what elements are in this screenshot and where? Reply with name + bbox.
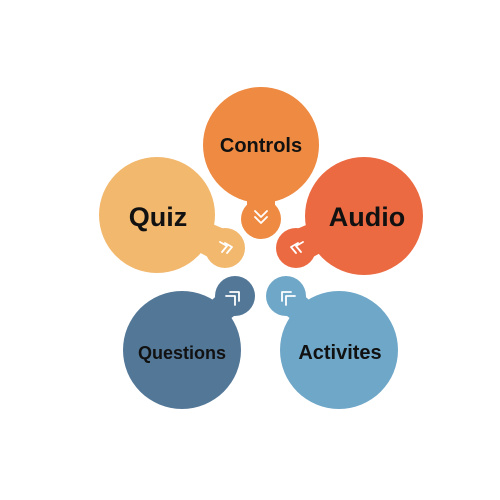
petal-audio: Audio [276,157,423,275]
petal-questions: Questions [123,276,255,409]
double-chevron-left-icon [290,241,304,254]
activites-bubble [280,291,398,409]
activites-label: Activites [298,342,381,364]
controls-bubble [203,87,319,203]
corner-arrow-up-left-icon [281,291,296,306]
controls-neck [247,190,275,216]
petal-activites: Activites [266,276,398,409]
quiz-bubble [99,157,215,273]
corner-arrow-up-right-icon [225,291,240,306]
audio-label: Audio [329,202,405,232]
petal-quiz: Quiz [99,157,245,273]
quiz-label: Quiz [129,202,188,232]
petal-controls: Controls [203,87,319,239]
controls-label: Controls [220,135,302,157]
audio-bubble [305,157,423,275]
questions-bubble [123,291,241,409]
audio-neck [292,220,326,264]
double-chevron-down-icon [254,210,268,224]
quiz-neck [195,220,229,264]
questions-label: Questions [138,343,226,363]
double-chevron-right-icon [219,241,233,254]
